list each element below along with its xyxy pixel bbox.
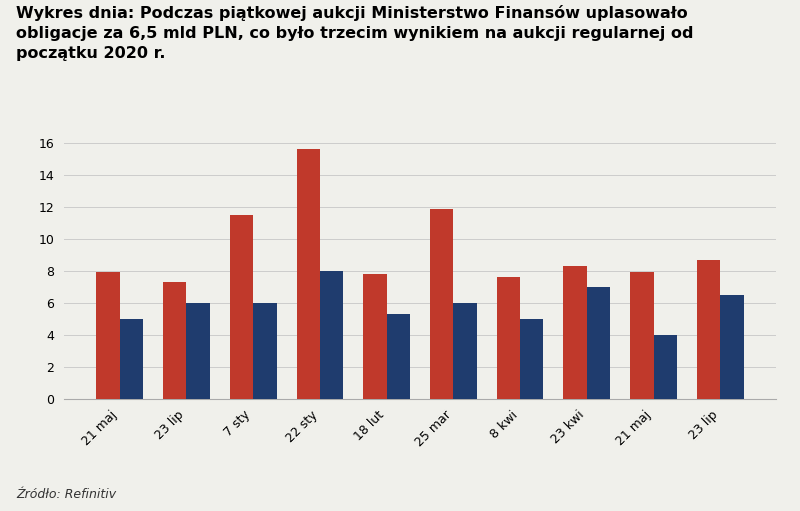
Bar [386,314,410,399]
Bar [520,319,543,399]
Bar [163,282,186,399]
Bar [186,303,210,399]
Bar [454,303,477,399]
Bar [253,303,277,399]
Bar [720,295,744,399]
Bar [230,215,253,399]
Bar [297,149,320,399]
Bar [96,272,120,399]
Bar [587,287,610,399]
Bar [120,319,143,399]
Bar [363,274,386,399]
Bar [430,208,454,399]
Bar [654,335,677,399]
Bar [320,271,343,399]
Bar [630,272,654,399]
Bar [563,266,587,399]
Text: Źródło: Refinitiv: Źródło: Refinitiv [16,488,116,501]
Text: Wykres dnia: Podczas piątkowej aukcji Ministerstwo Finansów uplasowało
obligacje: Wykres dnia: Podczas piątkowej aukcji Mi… [16,5,694,61]
Bar [697,260,720,399]
Bar [497,277,520,399]
